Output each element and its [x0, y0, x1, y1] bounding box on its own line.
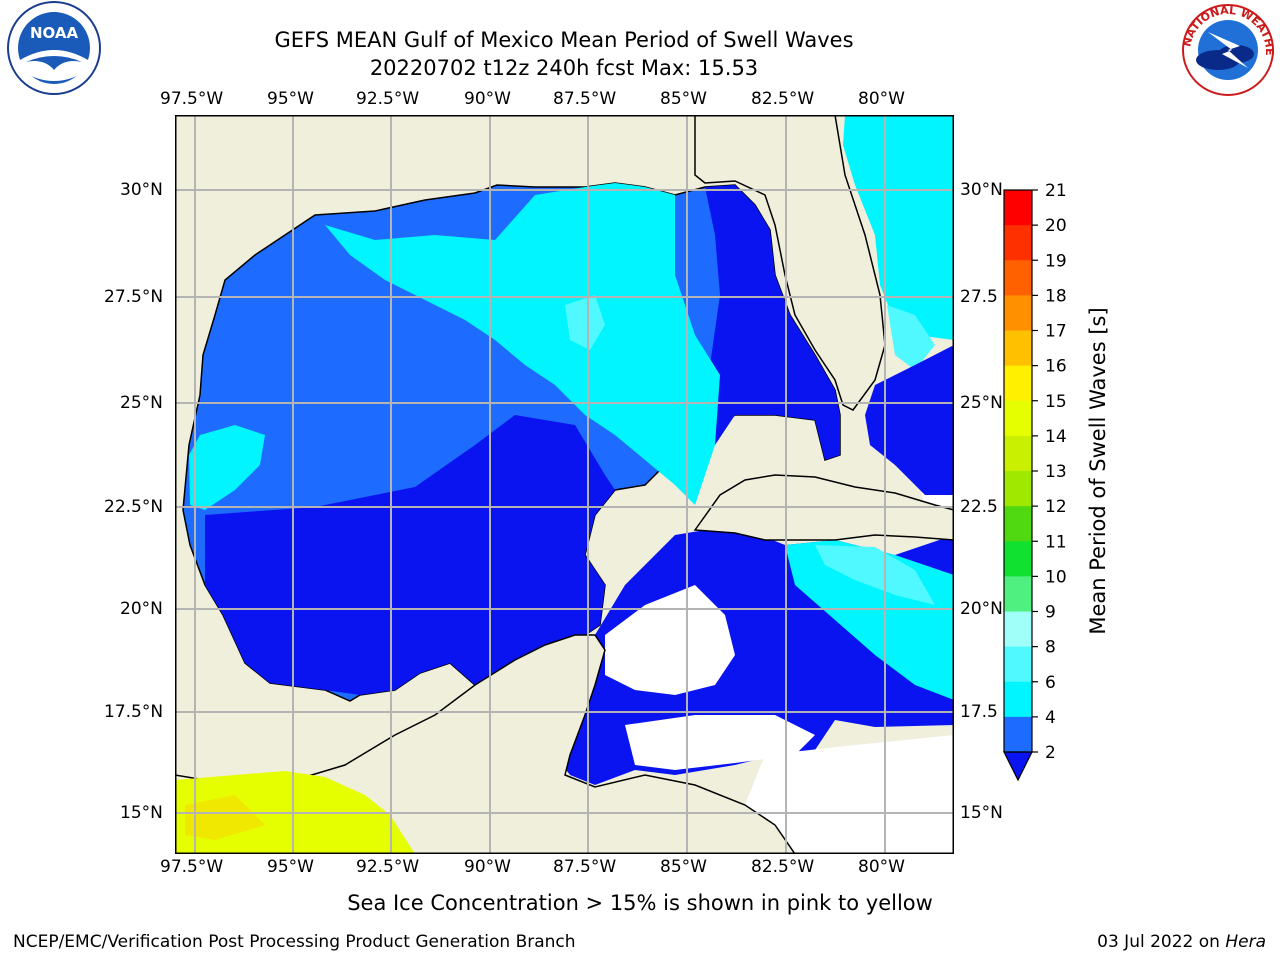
colorbar-bin: [1004, 506, 1032, 542]
nws-logo-icon: NATIONAL WEATHER SERVICE: [1178, 2, 1276, 96]
lat-label-left: 20°N: [120, 599, 163, 619]
atlantic-light: [887, 305, 935, 370]
colorbar-tick-label: 16: [1045, 357, 1067, 377]
lat-label-left: 27.5°N: [104, 287, 164, 307]
colorbar-bin: [1004, 330, 1032, 367]
colorbar-bin: [1004, 471, 1032, 507]
noaa-logo-icon: NOAA: [7, 1, 101, 95]
gulf-deep-east: [705, 185, 840, 460]
lon-label-top: 90°W: [464, 89, 511, 109]
colorbar-bin: [1004, 295, 1032, 331]
colorbar-ticks: 2 4 6 8 9 10 11 12 13 14 15 16 17 18 19 20 21: [1032, 181, 1067, 763]
florida-land: [694, 115, 886, 411]
lon-label-bottom: 80°W: [858, 857, 905, 877]
colorbar-tick-label: 18: [1045, 286, 1067, 306]
colorbar-tick-label: 21: [1045, 181, 1067, 201]
colorbar-bin: [1004, 611, 1032, 648]
gulf-deep-south: [205, 415, 615, 695]
colorbar: 2 4 6 8 9 10 11 12 13 14 15 16 17 18 19 20 21: [1003, 181, 1067, 782]
bahamas-blue: [865, 345, 954, 495]
no-data-patch-1: [605, 585, 735, 695]
colorbar-bin: [1004, 400, 1032, 437]
footer-date-text: 03 Jul 2022 on: [1097, 932, 1226, 952]
map-gridlines: [175, 115, 954, 854]
colorbar-bin: [1004, 541, 1032, 577]
lat-label-left: 30°N: [120, 180, 163, 200]
colorbar-tick-label: 17: [1045, 322, 1067, 342]
lon-label-top: 95°W: [267, 89, 314, 109]
colorbar-tick-label: 19: [1045, 251, 1067, 271]
lon-label-bottom: 92.5°W: [356, 857, 420, 877]
colorbar-tick-label: 6: [1045, 673, 1056, 693]
colorbar-label: Mean Period of Swell Waves [s]: [1086, 307, 1110, 635]
lon-label-bottom: 97.5°W: [160, 857, 224, 877]
colorbar-bin: [1004, 681, 1032, 718]
lon-label-bottom: 82.5°W: [751, 857, 815, 877]
colorbar-bin: [1004, 435, 1032, 472]
colorbar-tick-label: 4: [1045, 708, 1056, 728]
colorbar-bin: [1004, 260, 1032, 296]
caribbean-light-cyan: [815, 545, 935, 605]
colorbar-bin: [1004, 365, 1032, 402]
colorbar-bin: [1004, 646, 1032, 683]
colorbar-tick-label: 13: [1045, 462, 1067, 482]
footer-host: Hera: [1225, 932, 1266, 952]
lon-label-bottom: 85°W: [660, 857, 707, 877]
footer-credit: NCEP/EMC/Verification Post Processing Pr…: [13, 932, 576, 952]
colorbar-tick-label: 10: [1045, 567, 1067, 587]
lon-label-top: 92.5°W: [356, 89, 420, 109]
colorbar-tick-label: 12: [1045, 497, 1067, 517]
colorbar-tick-label: 15: [1045, 392, 1067, 412]
gulf-cyan-band: [325, 183, 720, 505]
footer-date: 03 Jul 2022 on Hera: [1097, 932, 1266, 952]
lon-label-top: 82.5°W: [751, 89, 815, 109]
atlantic-water: [843, 115, 954, 340]
colorbar-bin: [1004, 576, 1032, 612]
chart-subtitle: 20220702 t12z 240h fcst Max: 15.53: [369, 56, 759, 80]
colorbar-tick-label: 20: [1045, 216, 1067, 236]
lat-label-left: 15°N: [120, 803, 163, 823]
lat-label-left: 17.5°N: [104, 702, 164, 722]
colorbar-tick-label: 11: [1045, 532, 1067, 552]
map-area: [175, 115, 954, 854]
lon-label-top: 87.5°W: [553, 89, 617, 109]
colorbar-tick-label: 14: [1045, 427, 1067, 447]
map-frame: [175, 115, 954, 854]
colorbar-tick-label: 2: [1045, 743, 1056, 763]
lat-label-right: 22.5: [960, 497, 998, 517]
pacific-yellow-dark: [185, 795, 265, 840]
sea-ice-note: Sea Ice Concentration > 15% is shown in …: [347, 891, 933, 915]
gulf-light-cyan: [565, 295, 605, 350]
lat-label-right: 30°N: [960, 180, 1003, 200]
lon-label-top: 85°W: [660, 89, 707, 109]
no-data-patch-3: [735, 735, 954, 854]
lon-label-bottom: 95°W: [267, 857, 314, 877]
lon-label-bottom: 87.5°W: [553, 857, 617, 877]
lat-label-right: 17.5: [960, 702, 998, 722]
colorbar-bin: [1004, 716, 1032, 753]
lon-label-top: 80°W: [858, 89, 905, 109]
colorbar-tick-label: 8: [1045, 638, 1056, 658]
colorbar-bin: [1004, 225, 1032, 261]
lat-label-right: 25°N: [960, 393, 1003, 413]
lat-label-right: 20°N: [960, 599, 1003, 619]
lat-label-right: 15°N: [960, 803, 1003, 823]
colorbar-cells: [1003, 189, 1033, 782]
lat-label-left: 22.5°N: [104, 497, 164, 517]
colorbar-bin: [1004, 190, 1032, 226]
gulf-cyan-west: [189, 425, 265, 510]
lat-label-right: 27.5: [960, 287, 998, 307]
lat-label-left: 25°N: [120, 393, 163, 413]
colorbar-extend-arrow: [1003, 751, 1033, 782]
noaa-logo-text: NOAA: [30, 24, 79, 42]
colorbar-tick-label: 9: [1045, 603, 1056, 623]
lon-label-top: 97.5°W: [160, 89, 224, 109]
lon-label-bottom: 90°W: [464, 857, 511, 877]
chart-title: GEFS MEAN Gulf of Mexico Mean Period of …: [274, 28, 854, 52]
